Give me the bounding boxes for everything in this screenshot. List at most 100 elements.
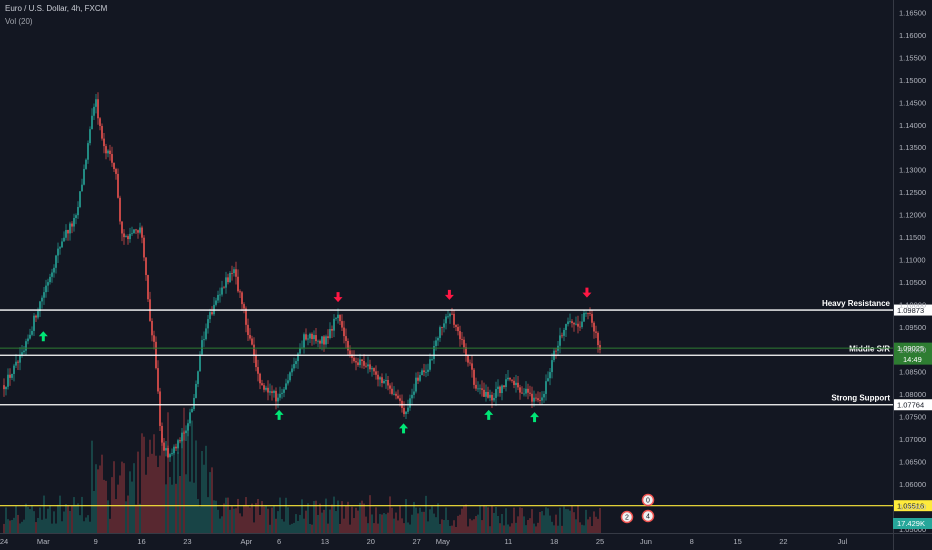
x-tick-label: Mar	[37, 537, 50, 546]
volume-bar	[55, 523, 57, 533]
volume-bar	[113, 461, 115, 533]
candle	[405, 411, 407, 415]
volume-bar	[237, 498, 239, 533]
volume-bar	[379, 514, 381, 533]
volume-bar	[131, 481, 133, 533]
candle	[57, 248, 59, 256]
candle	[21, 352, 23, 355]
candle	[203, 339, 205, 341]
volume-bar	[309, 523, 311, 533]
candle	[411, 394, 413, 399]
volume-bar	[523, 516, 525, 533]
candle	[307, 338, 309, 340]
event-badge-icon[interactable]	[641, 493, 655, 507]
candle	[493, 397, 495, 401]
signal-arrows: 0 2 4	[38, 287, 655, 524]
candle	[425, 371, 427, 373]
volume-bar	[335, 511, 337, 533]
candle	[395, 393, 397, 396]
volume-bar	[573, 512, 575, 533]
volume-bar	[17, 514, 19, 533]
volume-bar	[541, 511, 543, 533]
candle	[161, 425, 163, 443]
candle	[385, 380, 387, 381]
candle	[525, 388, 527, 394]
volume-bar	[535, 526, 537, 533]
candle	[339, 314, 341, 322]
volume-bar	[211, 467, 213, 533]
candle	[501, 385, 503, 394]
volume-bar	[219, 518, 221, 533]
x-tick-label: Apr	[241, 537, 253, 546]
volume-bar	[83, 521, 85, 533]
volume-bar	[463, 506, 465, 533]
candle	[511, 379, 513, 381]
volume-bar	[419, 507, 421, 533]
candle	[423, 370, 425, 373]
volume-bar	[329, 509, 331, 533]
volume-bar	[251, 503, 253, 533]
candle	[277, 397, 279, 402]
candle	[227, 277, 229, 283]
candle	[35, 315, 37, 318]
candle	[397, 395, 399, 399]
candle	[303, 334, 305, 348]
volume-bar	[553, 525, 555, 533]
candle	[519, 387, 521, 393]
candle	[229, 272, 231, 283]
candle	[451, 313, 453, 315]
volume-bar	[505, 508, 507, 533]
y-tick-label: 1.09500	[899, 323, 926, 332]
candle	[413, 391, 415, 395]
candle	[121, 221, 123, 234]
candle	[49, 276, 51, 283]
candle	[131, 233, 133, 235]
volume-bar	[331, 504, 333, 533]
volume-bar	[247, 506, 249, 533]
candle	[159, 391, 161, 426]
volume-bar	[585, 509, 587, 533]
volume-indicator-label[interactable]: Vol (20)	[5, 17, 33, 26]
candle	[351, 354, 353, 358]
volume-bar	[319, 503, 321, 533]
candle	[419, 375, 421, 381]
candle	[171, 453, 173, 455]
volume-bar	[99, 465, 101, 533]
volume-bar	[81, 496, 83, 533]
candle	[183, 432, 185, 434]
volume-bar	[321, 512, 323, 533]
candle	[223, 287, 225, 289]
volume-bar	[587, 519, 589, 533]
y-tick-label: 1.11500	[899, 233, 926, 242]
volume-bar	[467, 526, 469, 533]
volume-bar	[77, 503, 79, 533]
candle	[561, 335, 563, 337]
candle	[591, 313, 593, 323]
volume-bar	[355, 507, 357, 533]
volume-bar	[323, 509, 325, 533]
volume-bar	[11, 519, 13, 533]
volume-bar	[157, 467, 159, 533]
candle	[117, 173, 119, 198]
volume-bar	[413, 501, 415, 533]
candle	[77, 207, 79, 216]
volume-bar	[275, 518, 277, 533]
candle	[119, 197, 121, 222]
candle	[457, 326, 459, 332]
candle	[91, 115, 93, 130]
candle	[115, 169, 117, 174]
volume-bar	[485, 506, 487, 533]
candle	[455, 324, 457, 327]
candle	[587, 312, 589, 314]
candle	[469, 362, 471, 364]
volume-bar	[471, 520, 473, 533]
volume-bar	[495, 506, 497, 533]
candle	[563, 330, 565, 336]
candle	[459, 331, 461, 340]
event-badge-count: 2	[625, 515, 629, 522]
event-badge-icon[interactable]	[641, 509, 655, 523]
volume-bar	[317, 514, 319, 533]
event-badge-icon[interactable]	[620, 510, 634, 524]
volume-bar	[203, 464, 205, 533]
